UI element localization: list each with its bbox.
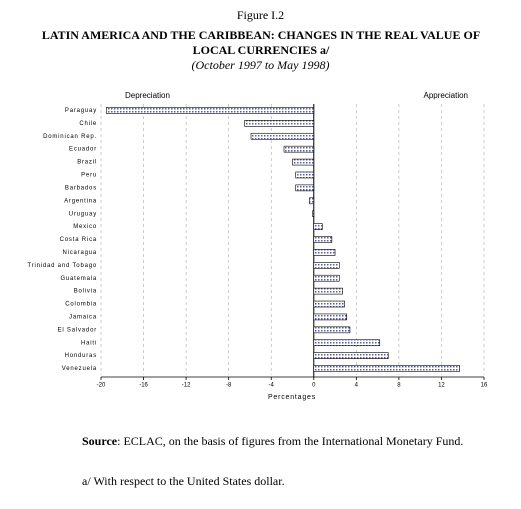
category-label: Haiti	[81, 340, 97, 346]
note: a/ With respect to the United States dol…	[82, 474, 285, 488]
bar	[313, 223, 323, 230]
x-tick-label: -16	[139, 383, 148, 389]
bar	[313, 365, 460, 372]
bar	[313, 352, 389, 359]
category-label: Bolivia	[74, 289, 97, 295]
bar	[106, 107, 315, 114]
category-label: Honduras	[65, 353, 97, 359]
category-label: Chile	[79, 121, 97, 127]
category-label: Trinidad and Tobago	[27, 263, 97, 269]
bar	[309, 197, 315, 205]
category-label: Paraguay	[65, 108, 97, 114]
category-label: Argentina	[64, 198, 97, 204]
x-tick-label: 12	[438, 383, 445, 389]
bar	[313, 287, 343, 295]
bar	[244, 120, 315, 127]
bar	[313, 300, 345, 308]
bar	[313, 326, 351, 334]
x-tick-label: 16	[481, 383, 488, 389]
x-tick-label: 4	[355, 383, 359, 389]
bar	[313, 249, 336, 256]
figure-label: Figure I.2	[236, 8, 285, 22]
source: Source: ECLAC, on the basis of figures f…	[82, 433, 492, 450]
bar	[313, 236, 333, 243]
bar	[312, 210, 315, 217]
x-tick-label: -8	[226, 383, 232, 389]
category-label: Colombia	[65, 302, 97, 308]
bar	[295, 171, 315, 179]
category-label: Guatemala	[60, 276, 97, 282]
category-label: Brazil	[77, 160, 97, 166]
bar	[313, 339, 381, 347]
category-label: Venezuela	[62, 366, 97, 372]
x-tick-label: 8	[397, 383, 401, 389]
category-label: Peru	[81, 173, 97, 179]
category-label: Ecuador	[69, 147, 97, 153]
bar	[313, 313, 348, 321]
category-label: Barbados	[65, 185, 97, 191]
bar	[313, 262, 340, 269]
bar	[283, 145, 315, 153]
category-label: Uruguay	[69, 211, 97, 217]
bar	[295, 184, 315, 192]
right-annotation: Appreciation	[424, 91, 468, 100]
chart-subtitle: (October 1997 to May 1998)	[191, 58, 330, 72]
x-tick-label: 0	[312, 383, 316, 389]
x-tick-label: -20	[97, 383, 106, 389]
category-label: Dominican Rep.	[43, 134, 97, 140]
source-text: : ECLAC, on the basis of figures from th…	[117, 434, 464, 448]
left-annotation: Depreciation	[125, 91, 170, 100]
chart-title: LATIN AMERICA AND THE CARIBBEAN: CHANGES…	[41, 28, 481, 57]
category-label: El Salvador	[58, 327, 97, 333]
category-label: Nicaragua	[62, 250, 97, 256]
x-tick-label: -12	[182, 383, 191, 389]
bar	[250, 132, 315, 140]
x-axis-label: Percentages	[268, 394, 316, 401]
x-tick-label: -4	[269, 383, 275, 389]
source-label: Source	[82, 434, 118, 448]
chart: Depreciation Appreciation Percentages -2…	[27, 91, 488, 401]
category-label: Costa Rica	[60, 237, 97, 243]
category-label: Jamaica	[69, 315, 97, 321]
bar	[292, 158, 315, 166]
bar	[313, 274, 340, 282]
category-label: Mexico	[73, 224, 97, 230]
